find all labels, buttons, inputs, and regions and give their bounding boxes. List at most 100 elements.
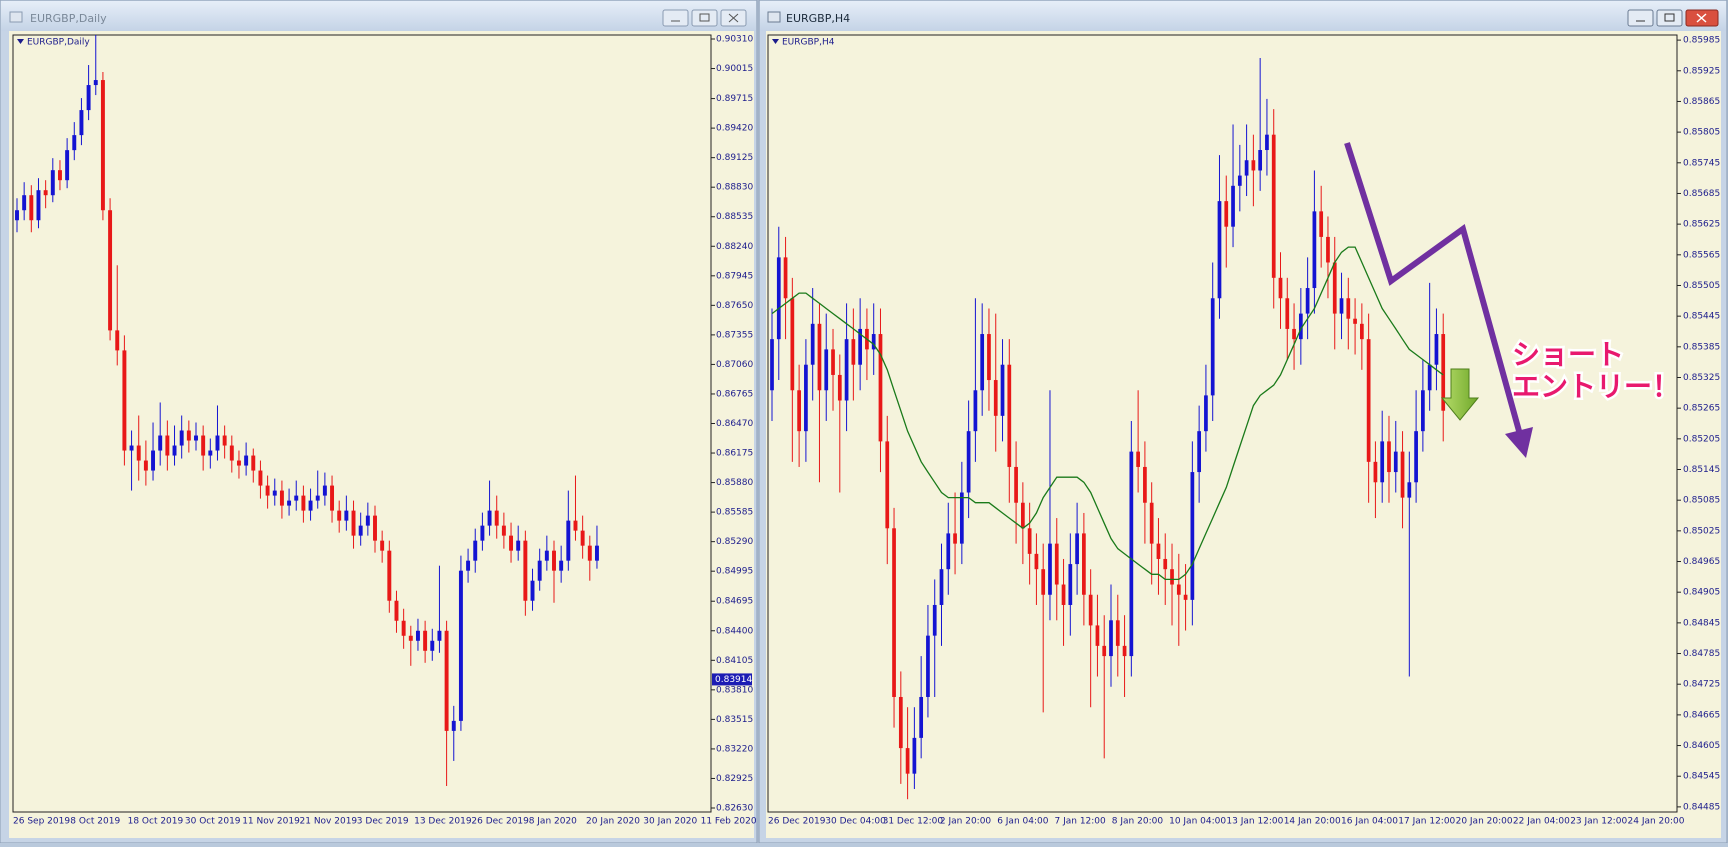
y-tick-label: 0.90015 <box>716 64 753 74</box>
candle-body <box>1136 451 1140 467</box>
candle-body <box>953 533 957 544</box>
moving-average <box>771 246 1444 581</box>
price-tag-label: 0.83914 <box>715 675 752 685</box>
candle-body <box>337 510 342 521</box>
candle-body <box>437 630 442 641</box>
candle-body <box>1197 431 1202 473</box>
y-tick-label: 0.86175 <box>716 449 753 459</box>
candle-body <box>552 550 556 571</box>
candle-body <box>93 80 98 86</box>
candle-body <box>509 535 514 551</box>
candle-body <box>1115 620 1120 646</box>
title-bar[interactable] <box>760 1 1726 31</box>
minimize-button[interactable] <box>662 9 689 27</box>
candle-body <box>516 540 521 551</box>
candle-body <box>158 435 163 451</box>
minimize-button[interactable] <box>1627 9 1654 27</box>
candle-body <box>244 455 249 466</box>
candle-body <box>279 490 284 506</box>
candle-body <box>580 530 585 546</box>
candle-body <box>1244 160 1249 176</box>
candle-body <box>1000 364 1005 416</box>
y-tick-label: 0.84785 <box>1683 649 1720 659</box>
candle-body <box>151 450 156 471</box>
y-tick-label: 0.87355 <box>716 330 753 340</box>
candle-body <box>1027 528 1032 554</box>
candle-body <box>932 604 937 636</box>
y-tick-label: 0.83220 <box>716 744 753 754</box>
candle-body <box>871 334 876 350</box>
x-tick-label: 16 Jan 04:00 <box>1341 817 1398 827</box>
candle-body <box>559 560 564 571</box>
candle-body <box>1068 564 1073 605</box>
y-tick-label: 0.85505 <box>1683 281 1720 291</box>
icon <box>728 13 739 23</box>
x-tick-label: 20 Jan 20:00 <box>1456 817 1513 827</box>
candle-body <box>587 545 592 561</box>
candle-body <box>1298 313 1303 340</box>
candle-body <box>179 430 184 446</box>
candle-body <box>1095 625 1100 646</box>
candle-body <box>1312 211 1317 289</box>
window-icon <box>9 11 23 23</box>
x-tick-label: 11 Nov 2019 <box>242 817 300 827</box>
candle-body <box>444 630 449 731</box>
x-tick-label: 6 Jan 04:00 <box>997 817 1049 827</box>
candle-body <box>892 528 896 697</box>
y-tick-label: 0.89125 <box>716 153 753 163</box>
x-tick-label: 21 Nov 2019 <box>300 817 358 827</box>
x-tick-label: 13 Jan 12:00 <box>1226 817 1283 827</box>
candle-body <box>851 339 856 365</box>
candle-body <box>43 190 48 196</box>
y-tick-label: 0.85205 <box>1683 434 1720 444</box>
title-bar[interactable] <box>1 1 756 31</box>
candle-body <box>1082 533 1086 595</box>
candle-body <box>208 450 213 456</box>
candle-body <box>810 323 815 365</box>
symbol-marker <box>17 39 24 44</box>
candle-body <box>301 495 306 511</box>
candle-body <box>236 460 241 466</box>
y-tick-label: 0.84725 <box>1683 680 1720 690</box>
candle-body <box>1366 339 1371 462</box>
candle-body <box>1061 584 1066 605</box>
candle-body <box>993 380 998 416</box>
candle-body <box>919 696 924 738</box>
maximize-button[interactable] <box>691 9 718 27</box>
x-tick-label: 26 Dec 2019 <box>768 817 826 827</box>
candle-body <box>401 620 406 636</box>
candle-body <box>946 533 951 570</box>
candle-body <box>494 510 499 526</box>
candle-body <box>959 492 964 544</box>
maximize-button[interactable] <box>1656 9 1683 27</box>
candle-body <box>1237 175 1242 186</box>
candle-body <box>1109 620 1113 657</box>
candle-body <box>844 339 849 401</box>
y-tick-label: 0.86765 <box>716 389 753 399</box>
candle-body <box>115 330 120 351</box>
candle-body <box>50 170 55 196</box>
candle-body <box>1271 134 1276 278</box>
y-tick-label: 0.85625 <box>1683 220 1720 230</box>
candle-body <box>466 560 471 571</box>
candle-body <box>129 445 134 451</box>
candle-body <box>1075 533 1079 565</box>
candle-body <box>1034 553 1039 570</box>
candle-body <box>544 550 549 561</box>
x-tick-label: 8 Oct 2019 <box>70 817 120 827</box>
icon <box>699 13 710 22</box>
candle-body <box>1292 328 1296 340</box>
y-tick-label: 0.84995 <box>716 567 753 577</box>
candle-body <box>108 210 113 331</box>
candle-body <box>351 510 356 536</box>
candle-body <box>294 495 299 501</box>
y-tick-label: 0.83515 <box>716 715 753 725</box>
candle-body <box>15 210 19 221</box>
candle-body <box>1441 334 1446 411</box>
entry-arrow <box>1440 368 1480 421</box>
candle-body <box>1217 201 1222 299</box>
candle-body <box>776 257 781 340</box>
symbol-label: EURGBP,Daily <box>27 38 90 48</box>
candle-body <box>265 485 270 496</box>
candle-body <box>537 560 542 581</box>
